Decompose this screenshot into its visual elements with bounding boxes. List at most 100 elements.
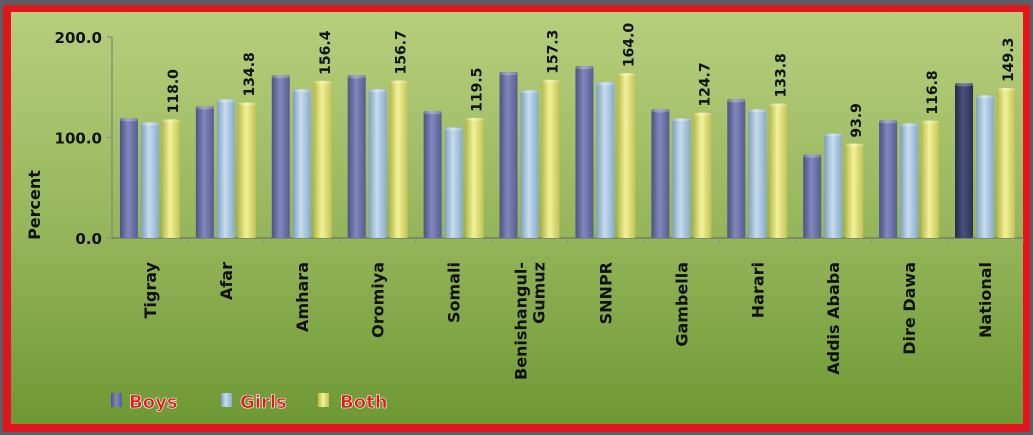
legend-label-both: Both [340,392,388,413]
y-tick-label: 0.0 [75,230,102,248]
data-label: 156.7 [394,30,410,74]
bar-cap [769,103,788,107]
bar-both [845,143,864,238]
bar-girls [672,118,691,238]
bar-cap [520,90,539,94]
bar-girls [748,109,767,238]
bar-cap [617,73,636,77]
bar-cap [541,79,560,84]
bar-cap [423,111,442,115]
bar-boys [727,99,746,238]
category-label: Harari [748,262,767,318]
bar-cap [216,99,235,103]
data-label: 116.8 [925,70,941,114]
bar-boys [955,83,974,238]
category-label: Oromiya [369,262,388,338]
legend-swatch-boys [111,393,122,407]
bar-boys [499,72,518,238]
bar-girls [976,95,995,238]
data-label: 93.9 [849,103,865,138]
bar-both [389,80,408,238]
bar-boys [651,109,670,238]
data-label: 156.4 [318,30,334,75]
bar-both [465,117,484,238]
bar-cap [237,102,256,106]
bar-both [921,120,940,238]
bar-girls [520,90,539,238]
data-label: 124.7 [697,62,713,106]
bar-girls [292,89,311,238]
bar-cap [347,75,366,79]
bar-cap [596,82,615,86]
bar-cap [271,75,290,79]
bar-cap [389,80,408,84]
bar-boys [119,118,138,238]
data-labels: 118.0 134.8 156.4 156.7 119.5 157.3 164.0 124.7… [166,23,1017,138]
data-label: 149.3 [1001,38,1017,82]
data-label: 157.3 [546,30,562,74]
bar-both [313,80,332,239]
bar-both [161,119,180,238]
bar-girls [216,99,235,238]
bar-cap [140,122,159,126]
legend: Boys Girls Both [111,392,388,413]
bar-cap [368,89,387,93]
bar-both [237,102,256,238]
bar-cap [803,154,822,158]
category-label: Dire Dawa [900,262,919,355]
bar-cap [824,133,843,137]
bar-girls [824,133,843,238]
category-label: Gambella [672,262,691,347]
bar-cap [955,83,974,87]
bar-cap [997,87,1016,92]
bar-cap [651,109,670,113]
bar-both [693,112,712,238]
bar-girls [596,82,615,238]
bar-cap [693,112,712,116]
bar-cap [845,143,864,147]
category-label: National [976,262,995,338]
bar-cap [444,127,463,131]
bar-cap [161,119,180,123]
bar-cap [499,72,518,76]
data-label: 164.0 [621,23,637,68]
bars [119,66,1016,239]
data-label: 118.0 [166,69,182,114]
legend-label-girls: Girls [240,392,287,413]
bar-boys [271,75,290,238]
category-label: Tigray [141,261,160,318]
bar-boys [575,66,594,239]
y-tick-label: 200.0 [55,29,102,47]
bar-both [541,79,560,238]
bar-girls [444,127,463,238]
bar-cap [672,118,691,122]
bar-cap [195,106,214,110]
legend-label-boys: Boys [129,392,178,413]
y-tick-label: 100.0 [55,130,102,148]
bar-girls [368,89,387,238]
bar-boys [879,120,898,238]
bar-boys [423,111,442,238]
bar-both [617,73,636,239]
bar-girls [900,123,919,238]
bar-cap [465,117,484,122]
bar-boys [803,154,822,238]
bar-cap [976,95,995,99]
category-label: SNNPR [596,262,615,324]
data-label: 134.8 [242,52,258,96]
data-label: 119.5 [470,68,486,112]
legend-swatch-both [318,393,329,407]
category-label: Amhara [293,262,312,332]
data-label: 133.8 [773,53,789,97]
category-label: Somali [445,262,464,323]
bar-cap [879,120,898,124]
bar-cap [313,80,332,84]
legend-swatch-girls [221,393,232,407]
category-label: Gumuz [530,262,549,324]
category-label: Afar [217,262,236,300]
bar-both [769,103,788,238]
bar-boys [195,106,214,238]
bar-boys [347,75,366,238]
bar-cap [900,123,919,127]
